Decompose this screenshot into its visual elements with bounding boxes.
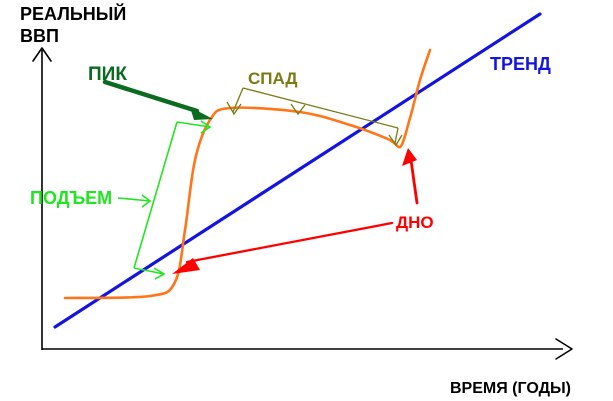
svg-text:СПАД: СПАД <box>248 69 298 88</box>
svg-text:ВРЕМЯ (ГОДЫ): ВРЕМЯ (ГОДЫ) <box>450 380 571 397</box>
svg-text:ВВП: ВВП <box>20 26 59 46</box>
svg-text:ДНО: ДНО <box>396 213 434 232</box>
svg-text:РЕАЛЬНЫЙ: РЕАЛЬНЫЙ <box>20 3 126 24</box>
svg-text:ТРЕНД: ТРЕНД <box>490 54 551 74</box>
svg-text:ПОДЪЕМ: ПОДЪЕМ <box>30 188 112 208</box>
